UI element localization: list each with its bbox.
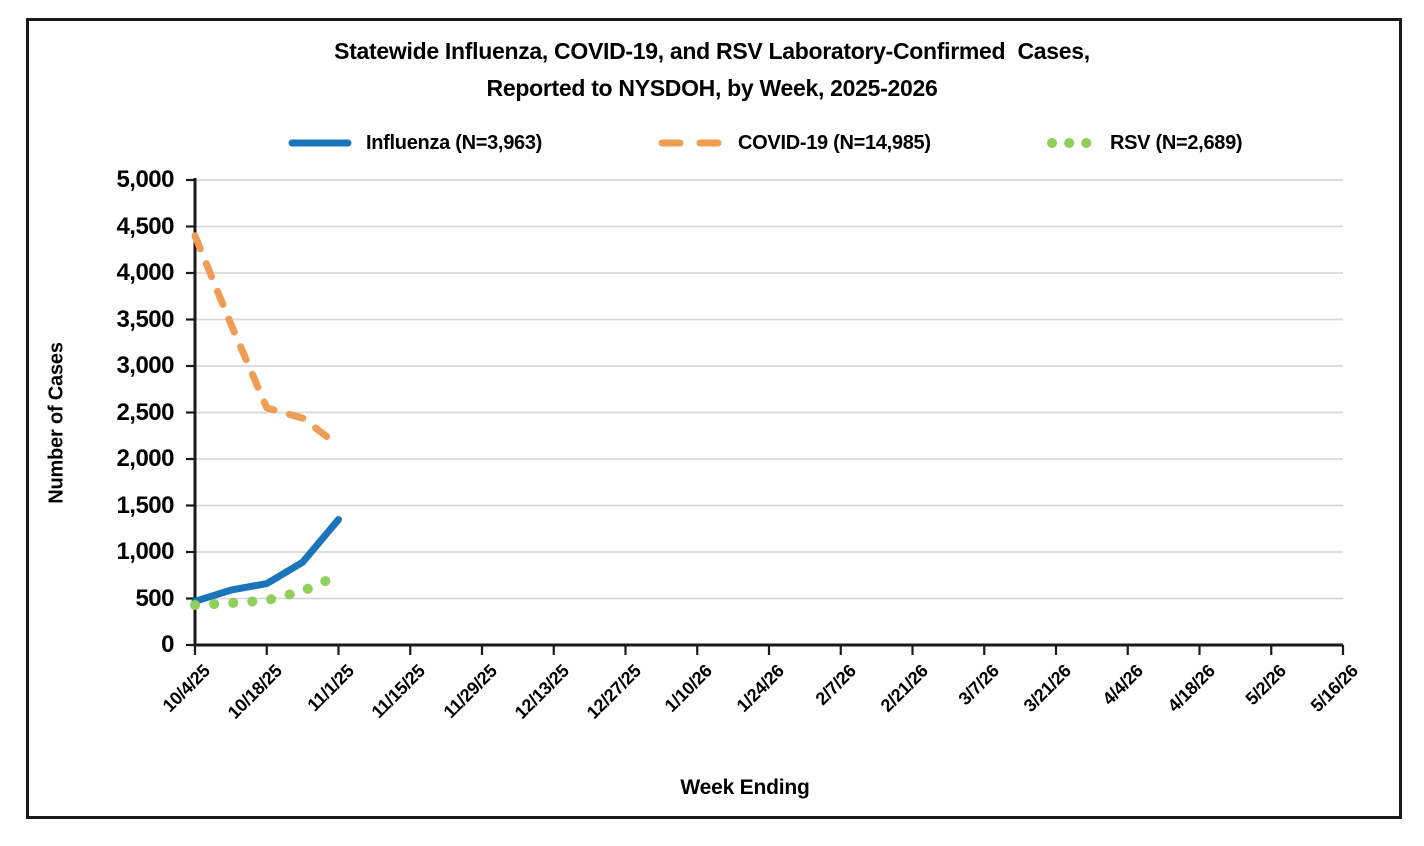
y-tick-label: 2,500 [116, 398, 174, 426]
influenza-solid-line-swatch-icon [288, 139, 352, 147]
covid-dashed-line-swatch-icon [658, 139, 724, 147]
y-tick-label: 4,000 [116, 259, 174, 286]
x-axis-title: Week Ending [680, 776, 810, 799]
y-tick-label: 4,500 [116, 212, 174, 240]
y-tick-label: 500 [135, 584, 174, 612]
series-line-rsv [190, 570, 344, 610]
legend-item-influenza: Influenza (N=3,963) [288, 129, 542, 157]
rsv-dotted-line-swatch-icon [1047, 138, 1096, 148]
legend-item-covid: COVID-19 (N=14,985) [658, 129, 931, 157]
gridlines [195, 179, 1343, 600]
chart-title: Statewide Influenza, COVID-19, and RSV L… [0, 33, 1424, 107]
y-tick-label: 2,000 [116, 445, 174, 472]
legend-item-rsv: RSV (N=2,689) [1046, 129, 1243, 157]
chart-title-line2: Reported to NYSDOH, by Week, 2025-2026 [486, 75, 938, 101]
axis-ticks [186, 178, 1345, 655]
legend-label-covid: COVID-19 (N=14,985) [738, 131, 931, 154]
chart-frame [26, 18, 1402, 819]
chart-title-line1: Statewide Influenza, COVID-19, and RSV L… [334, 38, 1090, 64]
y-tick-label: 1,000 [116, 538, 174, 565]
legend-label-influenza: Influenza (N=3,963) [366, 131, 543, 154]
y-tick-label: 3,000 [116, 352, 174, 379]
series-line-influenza [191, 516, 342, 605]
y-tick-label: 0 [161, 631, 174, 658]
series-line-covid-19 [191, 232, 342, 449]
legend-label-rsv: RSV (N=2,689) [1110, 131, 1243, 154]
y-tick-label: 3,500 [116, 305, 174, 333]
y-tick-label: 1,500 [116, 491, 174, 519]
y-tick-label: 5,000 [116, 166, 174, 193]
